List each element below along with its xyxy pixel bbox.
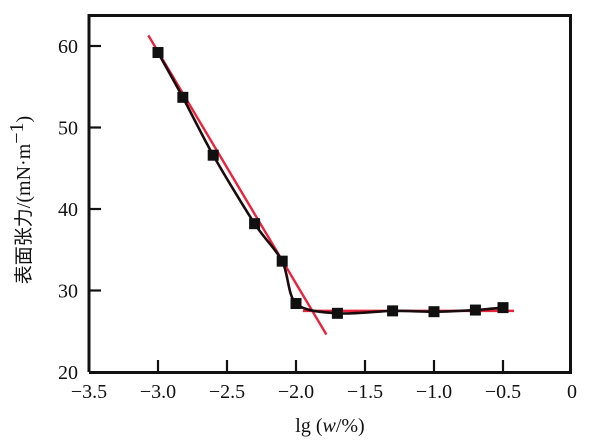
y-tick-label: 20 — [58, 362, 78, 384]
data-markers — [152, 47, 509, 319]
data-point-marker — [331, 307, 343, 319]
data-point-marker — [177, 91, 189, 103]
x-tick-label: −2.5 — [209, 381, 245, 403]
y-axis-ticks — [89, 44, 101, 292]
x-axis-tick-labels: −3.5 −3.0 −2.5 −2.0 −1.5 −1.0 −0.5 0 — [71, 381, 577, 403]
x-tick-label: −1.0 — [416, 381, 452, 403]
x-tick-label: 0 — [567, 381, 577, 403]
x-tick-label: −0.5 — [485, 381, 521, 403]
y-axis-title-exponent: −1 — [6, 122, 28, 143]
data-point-marker — [207, 149, 219, 161]
svg-text:表面张力/(mN·m−1): 表面张力/(mN·m−1) — [6, 116, 35, 284]
fit-line-descending — [147, 34, 328, 336]
y-axis-title-cjk: 表面张力 — [13, 208, 35, 284]
x-axis-title-variable: w — [322, 415, 336, 437]
fit-lines — [147, 34, 515, 336]
x-tick-label: −3.0 — [140, 381, 176, 403]
y-tick-label: 40 — [58, 199, 78, 221]
x-axis-title-suffix: /%) — [336, 415, 365, 437]
y-tick-label: 30 — [58, 281, 78, 303]
data-point-marker — [428, 306, 440, 318]
y-axis-title-close: ) — [13, 116, 35, 123]
x-tick-label: −2.0 — [278, 381, 314, 403]
y-axis-tick-labels: 60 50 40 30 20 — [58, 36, 78, 384]
x-tick-label: −1.5 — [347, 381, 383, 403]
data-point-marker — [249, 218, 261, 230]
y-tick-label: 50 — [58, 118, 78, 140]
axes-frame — [87, 14, 572, 374]
x-axis-title-prefix: lg ( — [295, 415, 323, 437]
data-point-marker — [387, 305, 399, 317]
data-point-marker — [152, 47, 164, 59]
data-point-marker — [290, 298, 302, 310]
y-axis-title-unit: /(mN·m — [13, 143, 35, 208]
data-point-marker — [276, 255, 288, 267]
y-axis-title: 表面张力/(mN·m−1) — [6, 116, 35, 284]
data-point-marker — [469, 304, 481, 316]
x-tick-label: −3.5 — [71, 381, 107, 403]
data-point-marker — [497, 302, 509, 314]
data-curve — [156, 51, 505, 315]
x-axis-title: lg (w/%) — [295, 415, 364, 437]
y-tick-label: 60 — [58, 36, 78, 58]
svg-text:lg (w/%): lg (w/%) — [295, 415, 364, 437]
x-axis-ticks — [156, 360, 505, 372]
